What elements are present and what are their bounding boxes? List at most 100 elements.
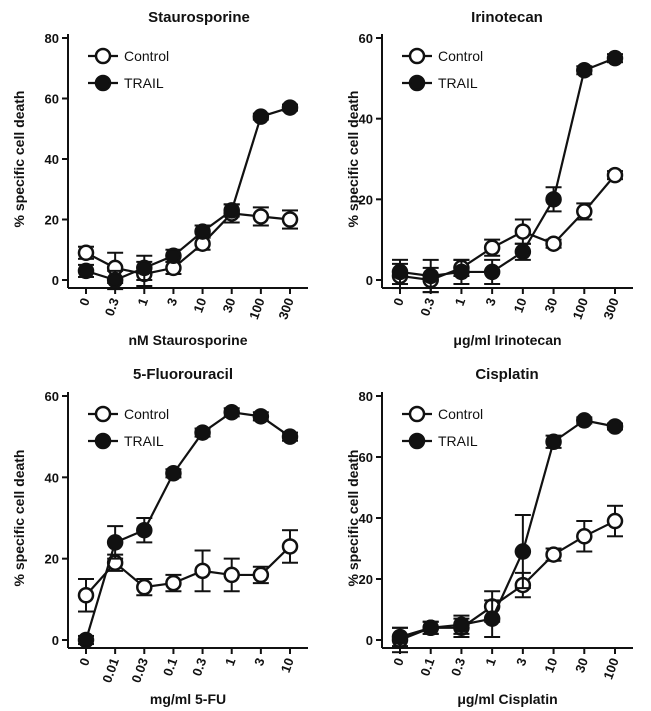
data-point <box>545 191 562 208</box>
x-tick-label: 30 <box>572 656 591 675</box>
y-tick-label: 80 <box>45 31 59 46</box>
data-point <box>252 566 270 584</box>
x-tick-label: 0 <box>76 656 93 668</box>
data-point <box>391 628 409 646</box>
data-point <box>545 546 562 563</box>
data-point <box>252 208 270 225</box>
x-tick-label: 100 <box>570 296 592 322</box>
y-axis-label: % specific cell death <box>345 450 361 587</box>
x-tick-label: 0.03 <box>128 656 151 685</box>
legend-marker <box>408 405 426 423</box>
x-tick-label: 1 <box>135 296 152 308</box>
data-point <box>223 404 240 421</box>
data-point <box>576 528 593 545</box>
legend-marker <box>408 432 426 450</box>
data-point <box>514 243 532 261</box>
data-point <box>136 521 153 539</box>
x-tick-label: 10 <box>190 296 209 315</box>
y-tick-label: 80 <box>359 389 373 404</box>
legend: Control TRAIL <box>88 405 169 450</box>
series-line <box>85 106 291 282</box>
legend: Control TRAIL <box>402 405 483 450</box>
x-tick-label: 0.3 <box>189 656 209 678</box>
data-point <box>281 211 299 228</box>
x-tick-label: 3 <box>513 656 530 668</box>
y-tick-label: 40 <box>45 470 59 485</box>
data-point <box>483 239 501 256</box>
x-axis-label: μg/ml Irinotecan <box>453 332 561 348</box>
x-tick-label: 1 <box>452 296 469 308</box>
data-point <box>606 49 624 67</box>
data-point <box>453 263 470 281</box>
series-trail <box>77 404 299 649</box>
x-tick-label: 0.1 <box>160 656 180 678</box>
data-point <box>136 578 153 596</box>
x-tick-label: 10 <box>541 656 560 675</box>
y-tick-label: 0 <box>366 633 373 648</box>
legend-marker <box>94 47 112 65</box>
data-point <box>514 543 532 560</box>
x-tick-label: 0 <box>390 296 407 308</box>
data-point <box>165 465 182 482</box>
chart-title: Staurosporine <box>148 9 250 26</box>
data-point <box>77 631 95 649</box>
x-tick-label: 10 <box>511 296 530 315</box>
data-point <box>606 166 624 184</box>
x-tick-label: 0 <box>76 296 93 308</box>
legend-label: Control <box>124 48 169 64</box>
chart-panel-1: Irinotecan 0 20 40 60 0 0.3 1 3 10 30 100 300 μg/ml I… <box>345 9 633 348</box>
data-point <box>576 62 593 79</box>
data-point <box>453 616 470 633</box>
legend-marker <box>94 74 112 92</box>
data-point <box>422 619 439 637</box>
chart-title: 5-Fluorouracil <box>133 366 233 383</box>
series-trail <box>391 412 624 648</box>
x-tick-label: 3 <box>251 656 268 668</box>
x-tick-label: 0.01 <box>99 656 122 685</box>
data-point <box>545 433 562 450</box>
data-point <box>281 99 299 116</box>
y-tick-label: 20 <box>45 213 59 228</box>
data-point <box>252 108 270 125</box>
x-tick-label: 30 <box>219 296 238 315</box>
y-tick-label: 20 <box>359 192 373 207</box>
x-tick-label: 100 <box>246 296 268 322</box>
y-tick-label: 20 <box>359 572 373 587</box>
x-tick-label: 0.1 <box>417 656 437 678</box>
legend-marker <box>94 432 112 450</box>
x-tick-label: 10 <box>278 656 297 675</box>
data-point <box>281 538 299 555</box>
data-point <box>252 408 270 425</box>
y-tick-label: 0 <box>52 273 59 288</box>
data-point <box>165 247 182 265</box>
x-tick-label: 3 <box>164 296 181 308</box>
data-point <box>514 223 532 240</box>
legend-label: Control <box>438 406 483 422</box>
data-point <box>106 271 124 289</box>
legend-label: TRAIL <box>124 75 164 91</box>
data-point <box>545 235 562 252</box>
legend-marker <box>408 47 426 65</box>
legend-label: Control <box>124 406 169 422</box>
legend-marker <box>408 74 426 92</box>
y-tick-label: 40 <box>359 511 373 526</box>
data-point <box>391 263 409 281</box>
legend-label: TRAIL <box>438 433 478 449</box>
x-tick-label: 1 <box>482 656 499 668</box>
legend-label: TRAIL <box>124 433 164 449</box>
data-point <box>483 610 501 627</box>
series-line <box>399 57 616 278</box>
data-point <box>281 428 299 445</box>
data-point <box>77 244 95 262</box>
legend-label: Control <box>438 48 483 64</box>
data-point <box>77 587 95 604</box>
chart-title: Irinotecan <box>471 9 543 26</box>
x-tick-label: 100 <box>600 656 622 682</box>
data-point <box>576 203 593 220</box>
x-tick-label: 300 <box>275 296 297 322</box>
data-point <box>194 562 211 580</box>
x-tick-label: 3 <box>482 296 499 308</box>
data-point <box>576 412 593 429</box>
series-trail <box>391 49 624 294</box>
